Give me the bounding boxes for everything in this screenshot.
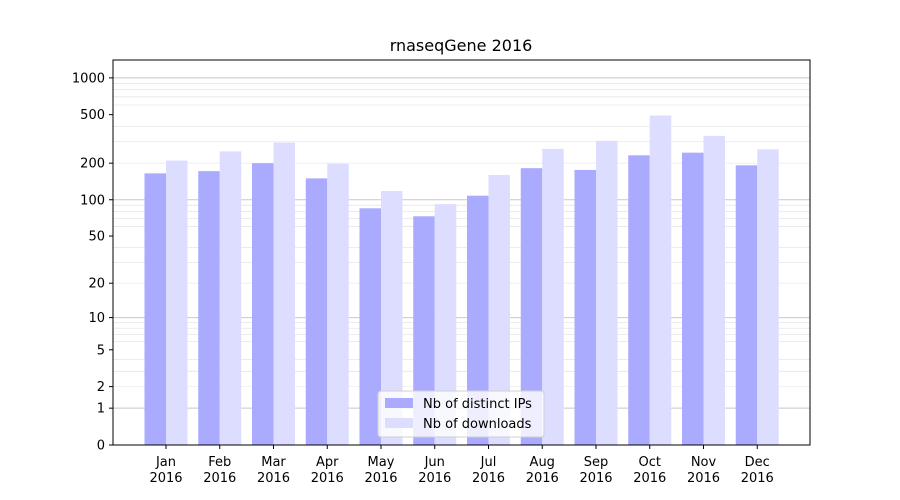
bar-downloads <box>649 115 672 446</box>
x-tick-label-year: 2016 <box>418 471 451 486</box>
x-tick-label-month: Jan <box>155 455 176 470</box>
y-tick-label: 1000 <box>72 71 105 86</box>
x-tick-label-month: Feb <box>208 455 231 470</box>
bar-distinct-ips <box>520 168 543 446</box>
y-axis: 0 1 2 5 10 20 50 100 200 500 1000 <box>72 71 113 454</box>
bars <box>144 115 779 446</box>
legend: Nb of distinct IPs Nb of downloads <box>377 390 545 438</box>
y-tick-label: 200 <box>80 157 105 172</box>
y-tick-label: 50 <box>88 230 105 245</box>
bar-downloads <box>166 160 188 446</box>
legend-label: Nb of distinct IPs <box>423 397 532 412</box>
bar-distinct-ips <box>628 155 650 445</box>
x-tick-label-year: 2016 <box>311 471 344 486</box>
x-tick-label-year: 2016 <box>149 471 182 486</box>
bar-distinct-ips <box>198 171 220 446</box>
x-tick-label-month: Jun <box>424 455 445 470</box>
legend-swatch <box>385 398 413 408</box>
bar-distinct-ips <box>144 173 166 445</box>
y-tick-label: 500 <box>80 108 105 123</box>
y-tick-label: 2 <box>97 380 105 395</box>
x-tick-label-year: 2016 <box>741 471 774 486</box>
y-tick-label: 100 <box>80 193 105 208</box>
chart-title: rnaseqGene 2016 <box>390 36 533 55</box>
plot-frame <box>112 59 811 446</box>
x-tick-label-year: 2016 <box>633 471 666 486</box>
x-tick-label-year: 2016 <box>526 471 559 486</box>
x-tick-label-month: May <box>368 455 395 470</box>
bar-distinct-ips <box>359 208 381 445</box>
bar-downloads <box>327 163 349 445</box>
bar-downloads <box>596 140 618 445</box>
x-axis: Jan2016Feb2016Mar2016Apr2016May2016Jun20… <box>149 445 774 486</box>
bar-distinct-ips <box>413 216 435 445</box>
y-tick-label: 5 <box>97 343 105 358</box>
x-tick-label-year: 2016 <box>472 471 505 486</box>
bar-downloads <box>381 191 403 445</box>
bar-distinct-ips <box>682 152 704 445</box>
legend-label: Nb of downloads <box>423 417 532 432</box>
bar-distinct-ips <box>574 169 596 445</box>
bar-distinct-ips <box>467 195 489 445</box>
x-tick-label-month: Sep <box>584 455 609 470</box>
x-tick-label-month: Mar <box>261 455 286 470</box>
legend-swatch <box>385 418 413 428</box>
x-tick-label-year: 2016 <box>579 471 612 486</box>
bar-downloads <box>219 151 242 446</box>
bar-distinct-ips <box>305 178 328 445</box>
y-tick-label: 20 <box>88 277 105 292</box>
x-tick-label-month: Aug <box>530 455 555 470</box>
bar-downloads <box>757 149 779 445</box>
bar-downloads <box>703 135 725 445</box>
bar-distinct-ips <box>252 163 274 445</box>
x-tick-label-month: Dec <box>745 455 770 470</box>
x-tick-label-month: Nov <box>691 455 717 470</box>
x-tick-label-month: Oct <box>639 455 661 470</box>
x-tick-label-year: 2016 <box>364 471 397 486</box>
y-tick-label: 1 <box>97 402 105 417</box>
x-tick-label-year: 2016 <box>203 471 236 486</box>
x-tick-label-month: Apr <box>316 455 339 470</box>
bar-distinct-ips <box>735 165 758 445</box>
bar-downloads <box>542 148 564 445</box>
x-tick-label-year: 2016 <box>687 471 720 486</box>
bar-downloads <box>488 174 510 445</box>
y-tick-label: 0 <box>97 439 105 454</box>
bar-downloads <box>273 142 295 445</box>
bar-downloads <box>434 204 457 445</box>
legend-box <box>377 390 545 438</box>
x-tick-label-year: 2016 <box>257 471 290 486</box>
y-tick-label: 10 <box>88 311 105 326</box>
x-tick-label-month: Jul <box>480 455 497 470</box>
